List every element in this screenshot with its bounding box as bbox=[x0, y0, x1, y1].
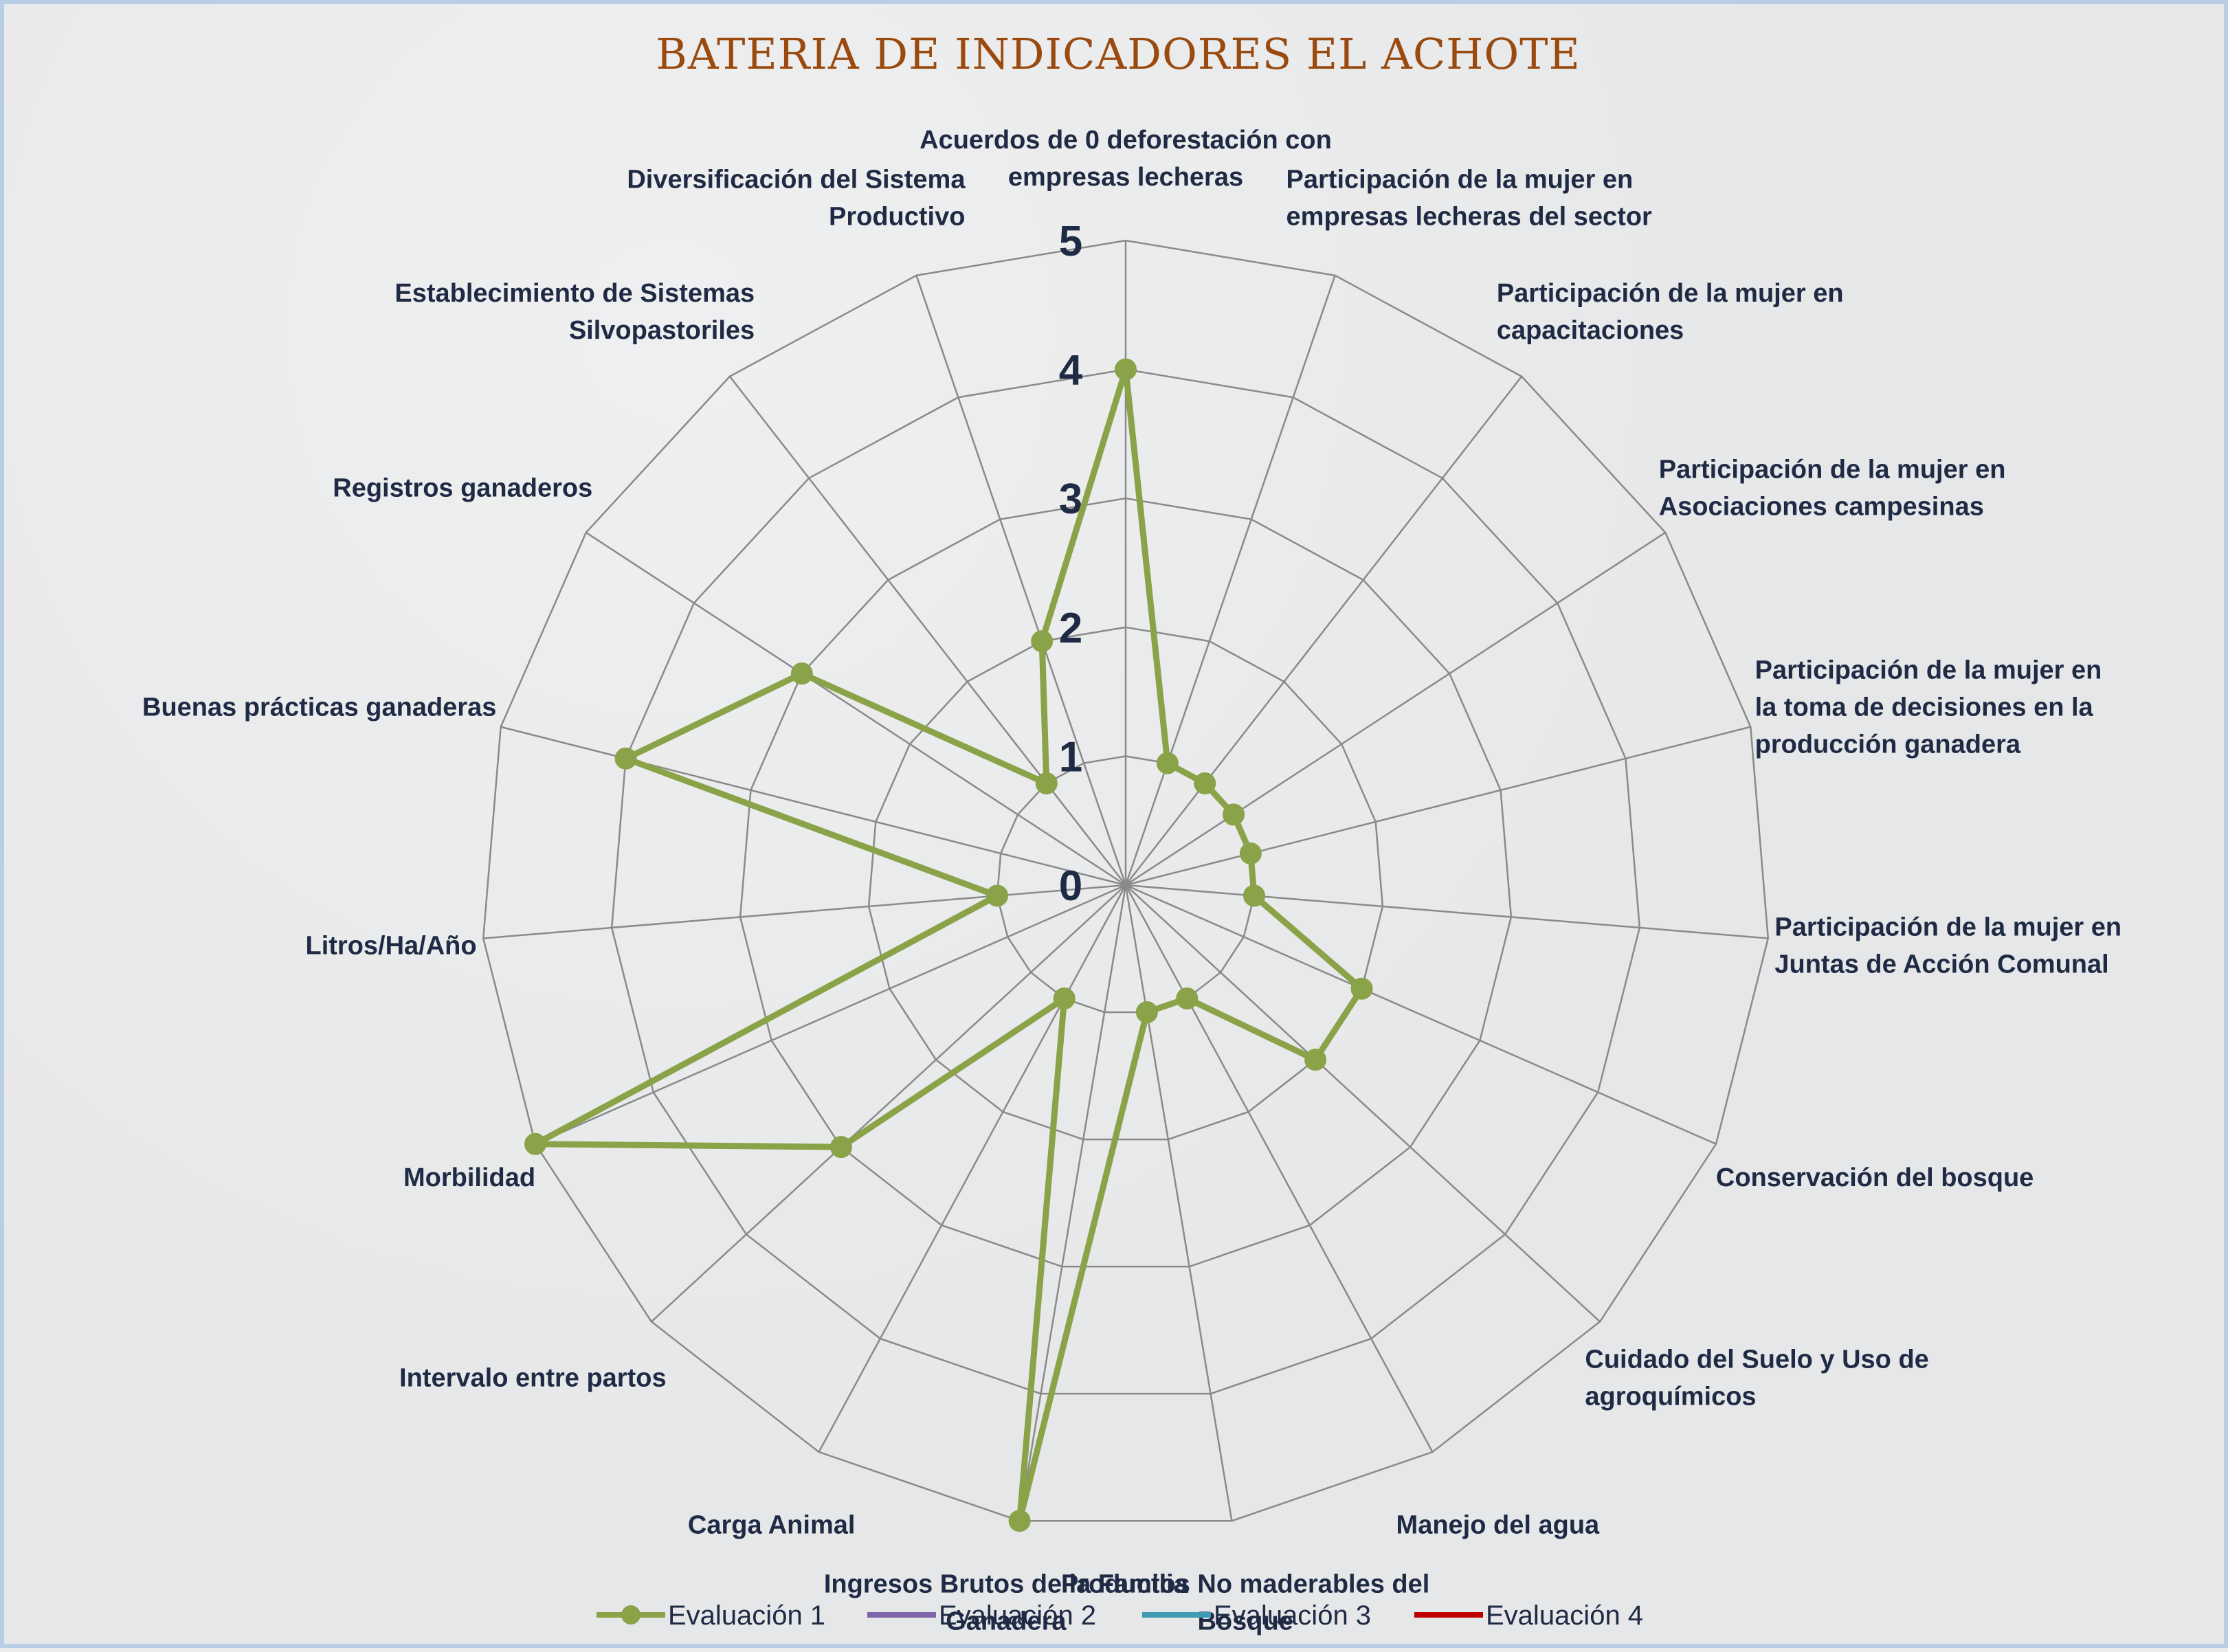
grid-spoke bbox=[1125, 884, 1601, 1323]
data-point bbox=[790, 662, 813, 685]
legend-label: Evaluación 3 bbox=[1214, 1600, 1371, 1631]
radar-chart: BATERIA DE INDICADORES EL ACHOTE 012345 … bbox=[142, 29, 2121, 1636]
legend: Evaluación 1 Evaluación 2 Evaluación 3 Eval… bbox=[597, 1600, 1643, 1631]
data-point bbox=[1156, 752, 1179, 774]
category-label: Productos No maderables del Bosque bbox=[1061, 1570, 1429, 1636]
category-label: Participación de la mujer en empresas lec… bbox=[1286, 165, 1653, 231]
grid-ring bbox=[739, 497, 1513, 1268]
data-point bbox=[1350, 977, 1373, 1000]
data-point bbox=[1008, 1510, 1031, 1532]
series-layer bbox=[524, 358, 1373, 1532]
data-point bbox=[1194, 772, 1216, 794]
legend-label: Evaluación 1 bbox=[668, 1600, 825, 1631]
grid-spoke bbox=[818, 884, 1127, 1453]
radial-tick-label: 4 bbox=[1059, 347, 1083, 394]
chart-title: BATERIA DE INDICADORES EL ACHOTE bbox=[656, 29, 1581, 79]
radar-grid bbox=[482, 239, 1770, 1522]
legend-label: Evaluación 2 bbox=[939, 1600, 1096, 1631]
data-point bbox=[1115, 358, 1137, 381]
data-point bbox=[1243, 884, 1265, 907]
data-point bbox=[1239, 842, 1262, 864]
radial-tick-label: 1 bbox=[1059, 733, 1082, 781]
legend-label: Evaluación 4 bbox=[1486, 1600, 1643, 1631]
category-label: Conservación del bosque bbox=[1716, 1163, 2034, 1192]
data-point bbox=[1035, 772, 1058, 794]
radial-tick-label: 2 bbox=[1059, 605, 1082, 652]
grid-spoke bbox=[1125, 884, 1717, 1145]
data-point bbox=[1031, 630, 1054, 653]
category-label: Litros/Ha/Año bbox=[305, 931, 476, 960]
category-label: Diversificación del Sistema Productivo bbox=[627, 165, 966, 231]
grid-spoke bbox=[1124, 884, 1434, 1453]
data-point bbox=[1135, 1001, 1158, 1024]
category-label: Participación de la mujer en Juntas de Ac… bbox=[1774, 913, 2121, 979]
data-point bbox=[829, 1136, 852, 1159]
grid-spoke bbox=[1125, 376, 1523, 886]
category-label: Intervalo entre partos bbox=[399, 1364, 667, 1393]
radial-tick-label: 5 bbox=[1059, 218, 1082, 265]
grid-spoke bbox=[728, 376, 1126, 886]
category-label: Cuidado del Suelo y Uso de agroquímicos bbox=[1585, 1346, 1928, 1411]
category-label: Acuerdos de 0 deforestación con empresas … bbox=[920, 126, 1332, 192]
grid-ring bbox=[867, 626, 1384, 1141]
grid-spoke bbox=[1124, 275, 1336, 886]
grid-spoke bbox=[586, 531, 1126, 886]
category-label: Ingresos Brutos de la Familia Ganadera bbox=[824, 1570, 1189, 1636]
data-point bbox=[1176, 987, 1199, 1009]
category-label: Participación de la mujer en la toma de d… bbox=[1755, 656, 2102, 759]
category-label: Morbilidad bbox=[403, 1163, 535, 1192]
grid-spoke bbox=[1125, 884, 1768, 939]
grid-spoke bbox=[1018, 884, 1127, 1521]
grid-spoke bbox=[500, 726, 1126, 886]
category-label: Participación de la mujer en Asociaciones… bbox=[1659, 455, 2006, 521]
grid-spoke bbox=[915, 275, 1127, 886]
data-point bbox=[614, 747, 637, 770]
data-point bbox=[1053, 987, 1076, 1009]
grid-ring bbox=[610, 368, 1641, 1395]
data-point bbox=[1223, 803, 1245, 826]
data-point bbox=[1304, 1049, 1327, 1071]
radial-tick-label: 0 bbox=[1059, 862, 1082, 910]
grid-spoke bbox=[535, 884, 1126, 1145]
category-labels: Acuerdos de 0 deforestación con empresas … bbox=[142, 126, 2121, 1636]
data-point bbox=[524, 1132, 547, 1155]
grid-spoke bbox=[1125, 726, 1751, 886]
grid-spoke bbox=[483, 884, 1126, 939]
category-label: Establecimiento de Sistemas Silvopastoril… bbox=[394, 279, 755, 345]
grid-ring bbox=[482, 239, 1770, 1522]
category-label: Participación de la mujer en capacitacion… bbox=[1497, 279, 1844, 345]
category-label: Registros ganaderos bbox=[333, 473, 592, 502]
grid-spoke bbox=[1124, 884, 1233, 1521]
legend-marker bbox=[621, 1605, 640, 1625]
grid-spoke bbox=[1125, 531, 1666, 886]
data-point bbox=[986, 884, 1009, 907]
grid-spoke bbox=[651, 884, 1126, 1323]
category-label: Manejo del agua bbox=[1396, 1510, 1600, 1539]
category-label: Carga Animal bbox=[688, 1510, 856, 1539]
category-label: Buenas prácticas ganaderas bbox=[142, 693, 496, 722]
